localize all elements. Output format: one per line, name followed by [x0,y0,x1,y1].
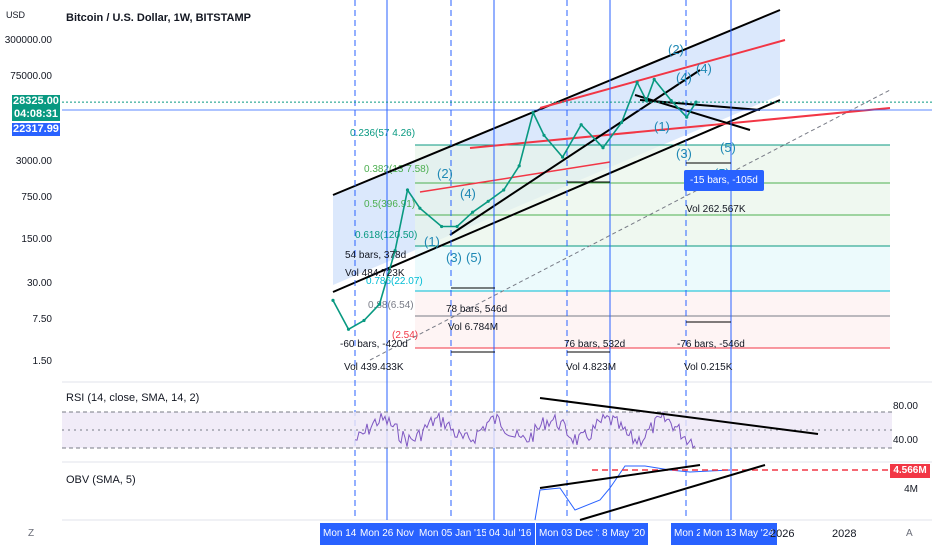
red-trend-line [469,107,891,149]
obv-label: OBV (SMA, 5) [66,474,136,486]
chart-title: Bitcoin / U.S. Dollar, 1W, BITSTAMP [66,12,251,24]
price-point [644,99,649,103]
fib-label: 0.5(396.91) [364,199,415,210]
fib-label: (2.54) [392,330,418,341]
measure-annotation: 54 bars, 378d [345,250,406,261]
rsi-label: RSI (14, close, SMA, 14, 2) [66,392,200,404]
red-trend-line [419,161,611,193]
time-axis-date-label: Mon 05 Jan '15 [416,523,491,545]
fib-label: 0.236(57 4.26) [350,128,415,139]
elliott-wave-label: (3) [676,146,692,161]
price-tick-label: 7.50 [33,314,53,325]
price-point [652,77,656,81]
countdown-badge: 04:08:31 [12,108,60,121]
elliott-wave-label: (4) [676,70,692,85]
elliott-wave-label: (3) [446,250,462,265]
time-axis-year-label: 2028 [832,528,857,540]
price-point [579,123,583,127]
price-point [561,155,565,159]
measure-annotation: Vol 439.433K [344,362,404,373]
footer-left[interactable]: Z [28,528,35,539]
price-point [377,302,382,306]
fib-label: 0.618(120.50) [355,230,417,241]
elliott-wave-label: (1) [654,119,670,134]
price-tick-label: 750.00 [21,192,52,203]
time-axis-date-label: 8 May '20 [599,523,649,545]
measure-annotation: Vol 4.823M [566,362,616,373]
fib-zone-cyan [415,246,890,291]
fib-zone-red [415,291,890,348]
measure-annotation: 76 bars, 532d [564,339,625,350]
price-tick-label: 3000.00 [16,156,53,167]
obv-trend-line [579,464,766,521]
price-point [669,99,673,103]
price-point [393,249,397,253]
price-point [405,188,410,192]
price-point [694,100,698,104]
elliott-wave-label: (2) [437,166,453,181]
measure-annotation: -60 bars, -420d [340,339,408,350]
price-point [635,80,639,84]
elliott-wave-label: (1) [424,234,440,249]
time-axis-year-label: 2026 [770,528,795,540]
red-trend-line [539,39,786,109]
obv-value-badge: 4.566M [890,464,930,478]
measure-annotation: Vol 6.784M [448,322,498,333]
measure-annotation: 78 bars, 546d [446,304,507,315]
elliott-wave-label: (4) [460,186,476,201]
price-point [455,224,459,229]
obv-trend-line [539,464,701,489]
price-point [517,164,521,168]
price-tick-label: 150.00 [21,234,52,245]
time-axis-date-label: Mon 14 [320,523,360,545]
price-point [685,115,689,119]
rsi-trend-line [539,397,819,435]
fib-label: 0.88(6.54) [368,300,414,311]
elliott-wave-label: (2) [668,42,684,57]
price-tick-label: 75000.00 [10,71,52,82]
rsi-tick: 80.00 [893,401,918,412]
measure-annotation: Vol 262.567K [686,204,746,215]
price-point [346,327,351,331]
price-point [362,318,366,323]
price-point [440,224,444,229]
time-axis-date-label: Mon 26 Nov '12 [357,523,433,545]
price-point [418,206,422,210]
rsi-line [354,410,696,449]
elliott-wave-label: (4) [696,61,712,76]
price-point [620,120,624,125]
elliott-wave-label: (5) [466,250,482,265]
price-point [531,111,535,115]
time-axis-date-label: 04 Jul '16 [486,523,535,545]
price-point [601,146,605,150]
channel-lower-line [332,99,781,293]
price-point [331,298,335,302]
line-price-badge: 22317.99 [12,123,60,136]
currency-label: USD [6,10,26,20]
measure-annotation: Vol 0.215K [684,362,733,373]
time-axis-date-label: Mon 03 Dec '18 [536,523,612,545]
measure-tooltip: -15 bars, -105d [684,170,764,191]
price-point [542,133,546,137]
price-point [486,199,490,203]
rsi-tick: 40.00 [893,435,918,446]
price-point [471,210,475,214]
time-axis-date-label: Mon 13 May '24 [700,523,777,545]
measure-annotation: Vol 484.723K [345,268,405,279]
obv-tick: 4M [904,484,918,495]
price-tick-label: 300000.00 [5,35,53,46]
footer-right[interactable]: A [906,528,913,539]
fib-zone-green [415,145,890,246]
measure-annotation: -76 bars, -546d [677,339,745,350]
current-price-badge: 28325.00 [12,95,60,108]
elliott-wave-label: (5) [720,140,736,155]
price-point [502,188,506,192]
price-tick-label: 1.50 [33,356,53,367]
inner-trend-line [449,69,701,236]
price-tick-label: 30.00 [27,278,52,289]
fib-label: 0.786(22.07) [366,276,423,287]
